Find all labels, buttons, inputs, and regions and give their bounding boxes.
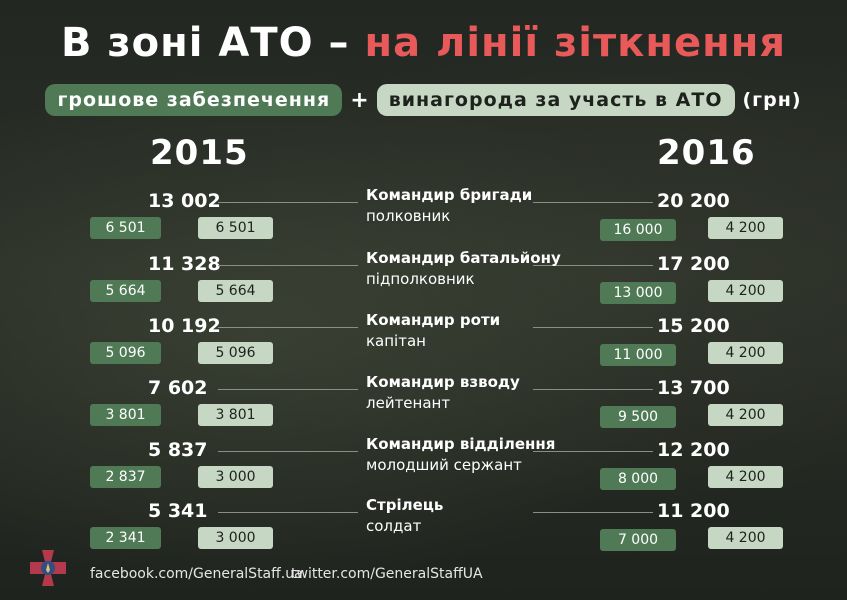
rank-title: Командир бригади [366, 186, 533, 204]
total-2015: 11 328 [148, 253, 221, 275]
rank-name: солдат [366, 517, 422, 535]
connector-line-right [533, 202, 653, 203]
reward-2015-box: 5 096 [198, 342, 273, 364]
total-2015: 13 002 [148, 190, 221, 212]
general-staff-emblem-icon [30, 550, 66, 586]
page-title: В зоні АТО – на лінії зіткнення [0, 14, 847, 72]
facebook-link[interactable]: facebook.com/GeneralStaff.ua [90, 566, 303, 582]
salary-2016-box: 11 000 [600, 344, 676, 366]
connector-line-right [533, 451, 653, 452]
plus-sign: + [350, 87, 369, 113]
currency-unit: (грн) [742, 89, 802, 111]
title-part-red: на лінії зіткнення [364, 20, 787, 66]
reward-2016-box: 4 200 [708, 217, 783, 239]
total-2016: 17 200 [657, 253, 730, 275]
total-2016: 20 200 [657, 190, 730, 212]
connector-line-right [533, 389, 653, 390]
rank-name: підполковник [366, 270, 475, 288]
connector-line-left [218, 202, 358, 203]
connector-line-left [218, 327, 358, 328]
total-2015: 7 602 [148, 377, 208, 399]
rank-title: Стрілець [366, 496, 444, 514]
reward-2015-box: 6 501 [198, 217, 273, 239]
reward-pill: винагорода за участь в АТО [376, 84, 735, 116]
connector-line-right [533, 512, 653, 513]
reward-2016-box: 4 200 [708, 527, 783, 549]
title-part-white: В зоні АТО – [60, 20, 350, 66]
total-2016: 13 700 [657, 377, 730, 399]
reward-2016-box: 4 200 [708, 280, 783, 302]
salary-2015-box: 2 837 [90, 466, 161, 488]
rank-name: полковник [366, 207, 451, 225]
total-2015: 10 192 [148, 315, 221, 337]
connector-line-left [218, 451, 358, 452]
total-2016: 11 200 [657, 500, 730, 522]
salary-2016-box: 16 000 [600, 219, 676, 241]
reward-2016-box: 4 200 [708, 466, 783, 488]
total-2015: 5 837 [148, 439, 208, 461]
year-2016-header: 2016 [657, 133, 756, 173]
connector-line-left [218, 389, 358, 390]
reward-2015-box: 3 000 [198, 466, 273, 488]
total-2016: 15 200 [657, 315, 730, 337]
twitter-link[interactable]: twitter.com/GeneralStaffUA [291, 566, 483, 582]
reward-2015-box: 3 801 [198, 404, 273, 426]
total-2015: 5 341 [148, 500, 208, 522]
rank-title: Командир батальйону [366, 249, 561, 267]
connector-line-left [218, 512, 358, 513]
year-2015-header: 2015 [150, 133, 249, 173]
salary-2016-box: 7 000 [600, 529, 676, 551]
connector-line-right [533, 327, 653, 328]
reward-2016-box: 4 200 [708, 404, 783, 426]
total-2016: 12 200 [657, 439, 730, 461]
salary-2015-box: 3 801 [90, 404, 161, 426]
salary-2015-box: 5 664 [90, 280, 161, 302]
rank-name: лейтенант [366, 394, 451, 412]
rank-title: Командир відділення [366, 435, 556, 453]
salary-2015-box: 5 096 [90, 342, 161, 364]
rank-title: Командир роти [366, 311, 501, 329]
salary-pill: грошове забезпечення [45, 84, 343, 116]
reward-2015-box: 3 000 [198, 527, 273, 549]
salary-2015-box: 2 341 [90, 527, 161, 549]
connector-line-right [533, 265, 653, 266]
salary-2016-box: 8 000 [600, 468, 676, 490]
subtitle: грошове забезпечення + винагорода за уча… [0, 84, 847, 116]
salary-2016-box: 13 000 [600, 282, 676, 304]
reward-2016-box: 4 200 [708, 342, 783, 364]
rank-name: молодший сержант [366, 456, 522, 474]
connector-line-left [218, 265, 358, 266]
reward-2015-box: 5 664 [198, 280, 273, 302]
rank-name: капітан [366, 332, 426, 350]
salary-2016-box: 9 500 [600, 406, 676, 428]
rank-title: Командир взводу [366, 373, 520, 391]
salary-2015-box: 6 501 [90, 217, 161, 239]
